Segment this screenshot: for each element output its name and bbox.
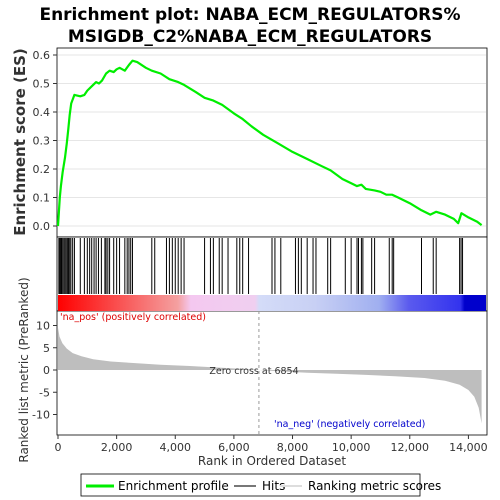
metric-ytick-label: 10 <box>36 320 50 333</box>
x-tick-label: 14,000 <box>449 441 488 454</box>
x-axis-label: Rank in Ordered Dataset <box>198 454 346 468</box>
neg-correlated-label: 'na_neg' (negatively correlated) <box>274 419 425 430</box>
x-tick-label: 8,000 <box>277 441 309 454</box>
legend-enrichment-profile: Enrichment profile <box>118 479 229 493</box>
es-profile-line <box>56 59 483 227</box>
es-ytick-label: 0.6 <box>33 49 51 62</box>
rank-color-bar <box>58 295 486 311</box>
es-ylabel: Enrichment score (ES) <box>11 48 29 236</box>
es-ytick-label: 0.5 <box>33 78 51 91</box>
chart-title-line1: Enrichment plot: NABA_ECM_REGULATORS% <box>39 5 460 25</box>
pos-correlated-label: 'na_pos' (positively correlated) <box>60 312 206 323</box>
x-tick-label: 10,000 <box>332 441 371 454</box>
metric-ytick-label: 5 <box>43 342 50 355</box>
x-tick-label: 12,000 <box>391 441 430 454</box>
es-ytick-label: 0.4 <box>33 106 51 119</box>
metric-ytick-label: -5 <box>39 386 50 399</box>
legend-ranking-metric: Ranking metric scores <box>308 479 441 493</box>
metric-ytick-label: -10 <box>32 409 50 422</box>
x-tick-label: 0 <box>55 441 62 454</box>
metric-ylabel: Ranked list metric (PreRanked) <box>17 277 31 462</box>
x-tick-label: 6,000 <box>218 441 250 454</box>
es-ytick-label: 0.3 <box>33 135 51 148</box>
es-panel <box>56 47 488 238</box>
es-ytick-label: 0.2 <box>33 163 51 176</box>
legend-hits: Hits <box>262 479 285 493</box>
metric-ytick-label: 0 <box>43 364 50 377</box>
zero-cross-label: Zero cross at 6854 <box>209 366 298 377</box>
ranking-metric-area <box>58 327 482 424</box>
chart-title-line2: MSIGDB_C2%NABA_ECM_REGULATORS <box>68 27 432 47</box>
x-tick-label: 2,000 <box>101 441 133 454</box>
x-tick-label: 4,000 <box>160 441 192 454</box>
es-ytick-label: 0.0 <box>33 220 51 233</box>
es-ytick-label: 0.1 <box>33 192 51 205</box>
